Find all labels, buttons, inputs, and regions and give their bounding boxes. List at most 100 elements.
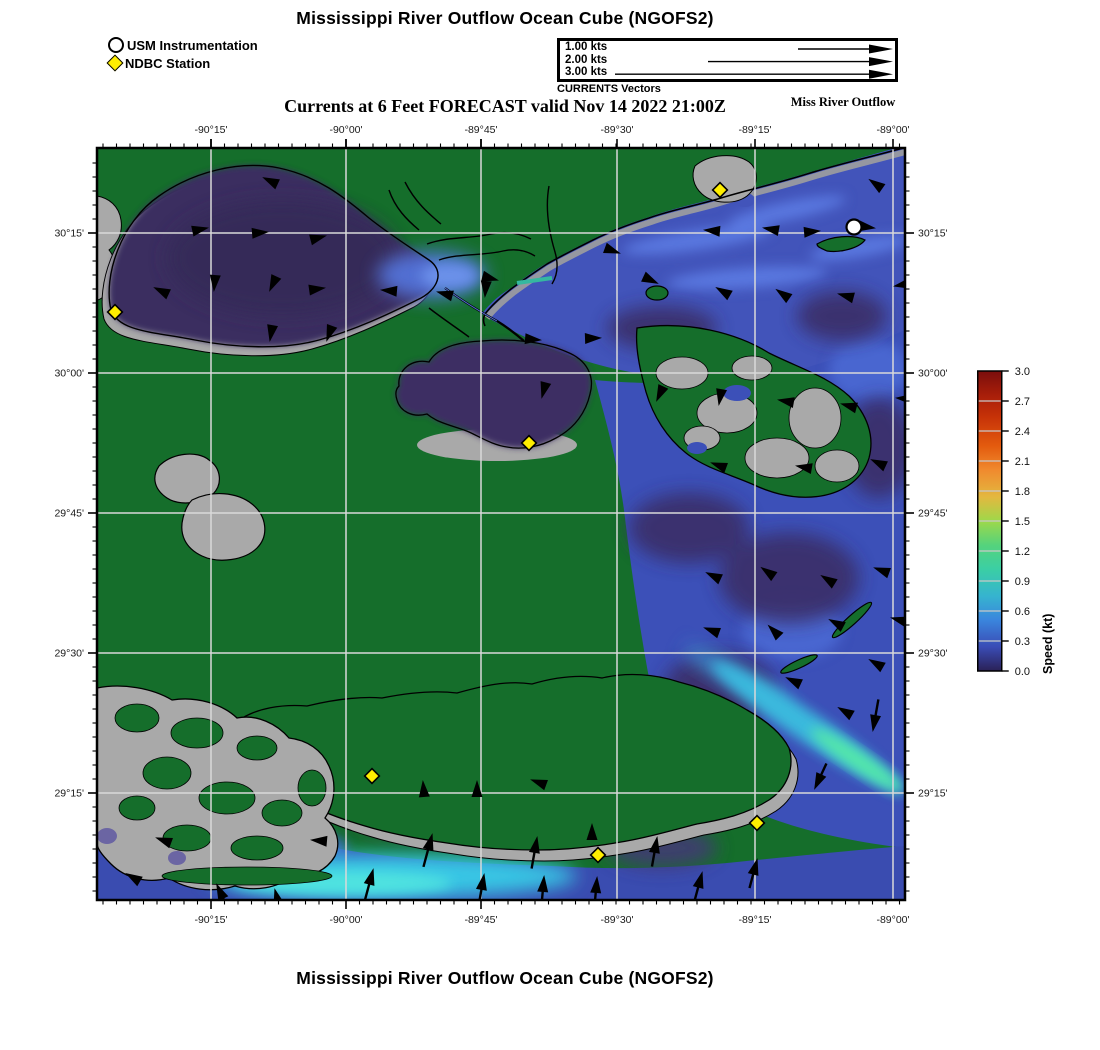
current-arrow — [191, 225, 209, 237]
figure-title-top: Mississippi River Outflow Ocean Cube (NG… — [296, 8, 714, 28]
current-arrow — [380, 285, 398, 297]
svg-text:29°45': 29°45' — [54, 508, 84, 520]
current-arrow — [209, 274, 221, 292]
axis-ticks — [88, 139, 914, 909]
current-arrow — [475, 873, 487, 900]
current-arrow — [870, 699, 882, 732]
current-arrow — [767, 624, 784, 641]
map-symbol-legend: USM Instrumentation NDBC Station — [106, 36, 258, 72]
svg-text:-89°30': -89°30' — [600, 124, 633, 136]
svg-text:2.4: 2.4 — [1015, 426, 1030, 438]
chef-menteur-channel — [428, 307, 470, 338]
svg-text:0.9: 0.9 — [1015, 576, 1030, 588]
graticule — [97, 148, 905, 900]
current-arrow — [803, 226, 821, 238]
svg-text:-89°45': -89°45' — [464, 914, 497, 926]
pontchartrain-east-glow-core — [421, 264, 477, 288]
current-arrow — [125, 873, 143, 887]
current-arrow — [705, 572, 723, 585]
current-arrow — [814, 763, 828, 790]
current-arrow — [310, 835, 328, 847]
chandeleur-island-s — [780, 654, 818, 674]
current-arrow — [537, 875, 549, 900]
current-arrow — [216, 883, 229, 900]
svg-text:-89°45': -89°45' — [464, 124, 497, 136]
current-arrow — [155, 837, 173, 849]
ndbc-station-marker — [589, 846, 607, 864]
scale-row-2: 2.00 kts — [565, 53, 608, 66]
current-arrow — [480, 280, 492, 298]
legend-usm-label: USM Instrumentation — [127, 37, 258, 53]
current-arrow — [762, 225, 780, 237]
current-arrow — [828, 619, 846, 632]
vector-scale-labels: 1.00 kts 2.00 kts 3.00 kts — [565, 41, 607, 79]
current-arrow — [251, 227, 269, 239]
deer-island — [816, 235, 866, 253]
outflow-corner-label: Miss River Outflow — [790, 95, 896, 109]
current-arrow — [471, 780, 483, 797]
legend-item-ndbc: NDBC Station — [106, 54, 258, 72]
svg-text:-89°15': -89°15' — [738, 124, 771, 136]
lake-borgne-coastline — [395, 339, 592, 449]
current-arrow — [309, 234, 327, 246]
ndbc-station-marker — [520, 434, 538, 452]
current-arrow — [873, 567, 891, 579]
current-arrow — [584, 333, 602, 345]
legend-ndbc-label: NDBC Station — [125, 55, 211, 71]
gulf-coastline-ne — [482, 148, 904, 327]
current-arrow — [528, 836, 540, 869]
delta-land — [237, 673, 792, 851]
map-frame — [95, 146, 907, 902]
current-arrow — [895, 393, 905, 405]
pearl-river-channel — [516, 276, 553, 285]
current-arrow — [267, 324, 279, 342]
current-arrow — [481, 270, 499, 282]
svg-text:30°00': 30°00' — [918, 368, 948, 380]
current-arrow — [840, 402, 858, 414]
colorbar-scale: 3.0 2.7 2.4 2.1 1.8 1.5 1.2 0.9 0.6 0.3 0.0 — [977, 366, 1030, 678]
current-arrow — [858, 220, 876, 232]
current-arrow — [703, 627, 721, 639]
svg-text:1.2: 1.2 — [1015, 546, 1030, 558]
svg-text:-89°00': -89°00' — [876, 124, 909, 136]
current-arrow — [868, 178, 886, 194]
current-arrow — [795, 463, 813, 475]
current-vectors — [125, 177, 905, 900]
colorbar-title: Speed (kt) — [1041, 613, 1055, 674]
figure-title-bottom: Mississippi River Outflow Ocean Cube (NG… — [296, 968, 714, 988]
current-arrow — [890, 616, 905, 628]
svg-text:30°15': 30°15' — [54, 228, 84, 240]
current-arrow — [362, 868, 375, 900]
current-arrow — [868, 659, 886, 673]
pontchartrain-core — [167, 200, 397, 316]
vector-scale-caption: CURRENTS Vectors — [557, 83, 661, 95]
current-arrow — [715, 287, 733, 301]
vector-scale-arrows — [615, 44, 893, 79]
current-arrow — [641, 271, 659, 284]
forecast-subtitle: Currents at 6 Feet FORECAST valid Nov 14… — [284, 96, 726, 116]
current-arrow — [269, 274, 282, 292]
current-arrow — [837, 707, 855, 721]
map-plot: -90°15' -90°15' -90°00' -90°00' -89°45' -89°4… — [54, 124, 947, 926]
vector-scale-box: 1.00 kts 2.00 kts 3.00 kts — [557, 38, 898, 82]
usm-instrumentation-icon — [108, 37, 124, 53]
current-arrow — [656, 384, 669, 402]
svg-text:30°00': 30°00' — [54, 368, 84, 380]
svg-text:2.7: 2.7 — [1015, 396, 1030, 408]
current-arrow — [540, 381, 552, 399]
current-arrow — [703, 225, 721, 237]
current-arrow — [760, 566, 778, 582]
svg-text:3.0: 3.0 — [1015, 366, 1030, 378]
current-arrow — [530, 779, 548, 791]
current-arrow — [273, 888, 285, 900]
svg-text:-89°30': -89°30' — [600, 914, 633, 926]
ndbc-station-marker — [748, 814, 766, 832]
current-arrow — [820, 574, 838, 589]
svg-text:-89°15': -89°15' — [738, 914, 771, 926]
svg-text:29°45': 29°45' — [918, 508, 948, 520]
svg-text:-90°00': -90°00' — [329, 124, 362, 136]
svg-text:-90°00': -90°00' — [329, 914, 362, 926]
eastern-marsh — [635, 325, 872, 498]
colorbar: 3.0 2.7 2.4 2.1 1.8 1.5 1.2 0.9 0.6 0.3 0.0 Speed … — [977, 366, 1055, 679]
current-arrow — [893, 277, 905, 289]
